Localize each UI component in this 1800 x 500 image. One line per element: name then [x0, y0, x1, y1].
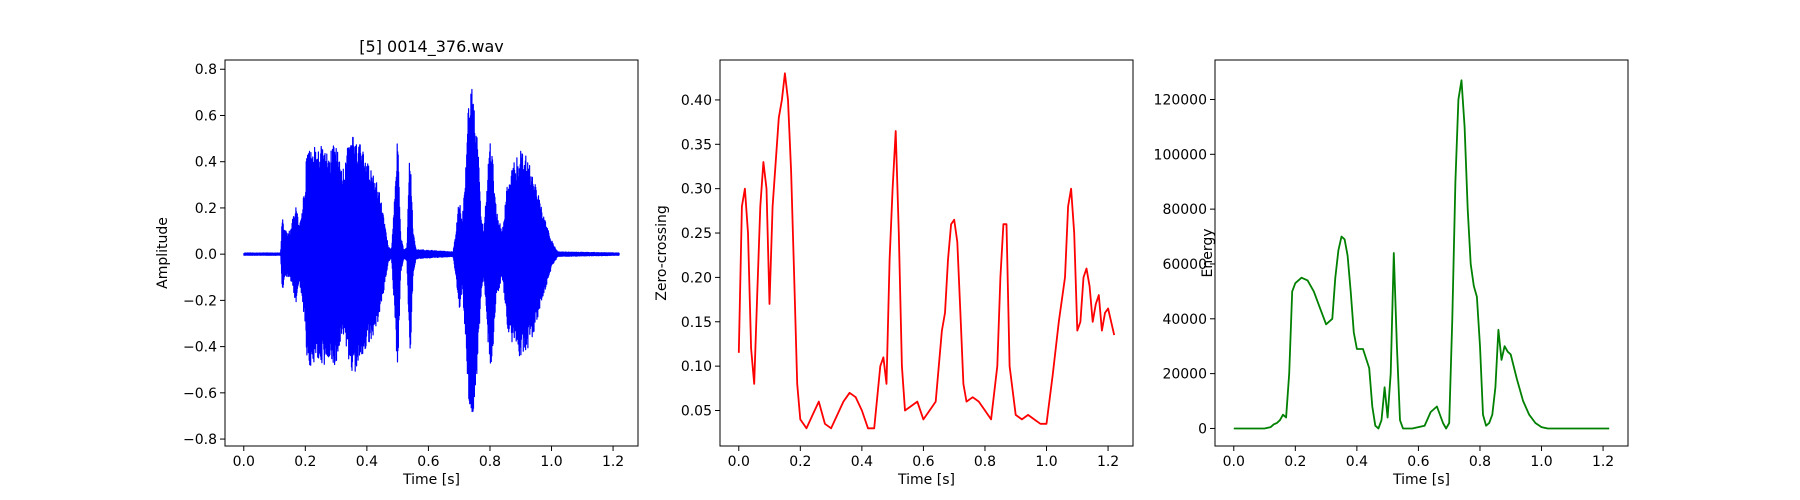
- plot-frame: [719, 59, 1134, 447]
- y-tick-label: 0.6: [195, 108, 217, 124]
- y-tick-label: 0.25: [681, 226, 712, 242]
- y-tick-label: 0.0: [195, 247, 217, 263]
- x-tick-label: 0.6: [912, 454, 934, 470]
- x-tick-label: 0.4: [851, 454, 873, 470]
- y-tick-label: 0.20: [681, 270, 712, 286]
- x-tick-label: 0.0: [728, 454, 750, 470]
- y-tick-label: 120000: [1154, 92, 1207, 108]
- y-tick-label: 0.15: [681, 315, 712, 331]
- x-axis-label: Time [s]: [897, 472, 955, 488]
- x-tick-label: 0.2: [294, 454, 316, 470]
- y-tick-label: 0: [1198, 421, 1207, 437]
- x-tick-label: 0.0: [1223, 454, 1245, 470]
- y-tick-label: 0.30: [681, 182, 712, 198]
- series-line: [737, 72, 1116, 430]
- y-tick-label: 40000: [1162, 312, 1207, 328]
- x-tick-label: 0.0: [233, 454, 255, 470]
- plot-frame: [224, 59, 639, 447]
- series-line: [243, 88, 620, 413]
- y-tick-label: 20000: [1162, 367, 1207, 383]
- y-tick-label: −0.6: [183, 386, 217, 402]
- plot-frame: [1214, 59, 1629, 447]
- x-tick-label: 0.4: [356, 454, 378, 470]
- y-tick-label: −0.8: [183, 432, 217, 448]
- series-line: [1233, 79, 1610, 430]
- x-tick-label: 0.8: [974, 454, 996, 470]
- x-tick-label: 0.6: [1407, 454, 1429, 470]
- y-axis-label: Energy: [1200, 228, 1216, 277]
- x-tick-label: 0.2: [1284, 454, 1306, 470]
- x-tick-label: 1.2: [1592, 454, 1614, 470]
- x-tick-label: 0.4: [1346, 454, 1368, 470]
- x-tick-label: 1.2: [602, 454, 624, 470]
- y-tick-label: 0.2: [195, 201, 217, 217]
- y-tick-label: 0.05: [681, 404, 712, 420]
- x-tick-label: 1.2: [1097, 454, 1119, 470]
- y-tick-label: 100000: [1154, 147, 1207, 163]
- y-tick-label: 80000: [1162, 202, 1207, 218]
- x-tick-label: 0.2: [789, 454, 811, 470]
- chart-title: [5] 0014_376.wav: [359, 37, 503, 57]
- x-tick-label: 1.0: [1530, 454, 1552, 470]
- chart-panel-1: 0.0 0.2 0.4 0.6 0.8 1.0 1.2 −0.8 −0.6 −0.4 −0.2 0.0…: [155, 37, 639, 488]
- y-tick-label: 0.4: [195, 155, 217, 171]
- x-tick-label: 0.8: [1469, 454, 1491, 470]
- y-tick-label: 60000: [1162, 257, 1207, 273]
- y-tick-label: 0.40: [681, 93, 712, 109]
- y-tick-label: 0.35: [681, 137, 712, 153]
- y-tick-label: 0.10: [681, 359, 712, 375]
- y-axis-label: Zero-crossing: [654, 205, 670, 300]
- chart-panel-2: 0.0 0.2 0.4 0.6 0.8 1.0 1.2 0.05 0.10 0.15 0.20 0.2…: [654, 59, 1134, 488]
- x-axis-label: Time [s]: [402, 472, 460, 488]
- x-tick-label: 0.6: [417, 454, 439, 470]
- x-tick-label: 0.8: [479, 454, 501, 470]
- y-tick-label: −0.4: [183, 340, 217, 356]
- x-axis-label: Time [s]: [1392, 472, 1450, 488]
- y-axis-label: Amplitude: [155, 217, 171, 289]
- chart-panel-3: 0.0 0.2 0.4 0.6 0.8 1.0 1.2 0 20000 40000 60000 800…: [1154, 59, 1629, 488]
- x-tick-label: 1.0: [540, 454, 562, 470]
- y-tick-label: −0.2: [183, 293, 217, 309]
- y-tick-label: 0.8: [195, 62, 217, 78]
- x-tick-label: 1.0: [1035, 454, 1057, 470]
